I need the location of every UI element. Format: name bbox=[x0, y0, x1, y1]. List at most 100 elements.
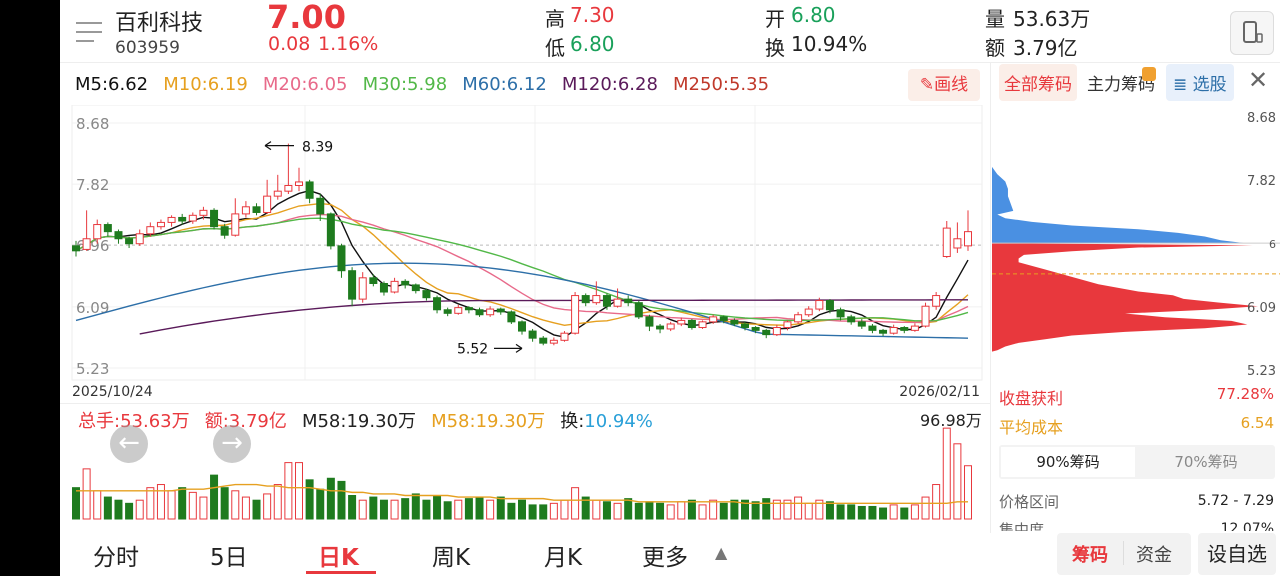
volume-bar bbox=[921, 496, 930, 520]
candle-body bbox=[624, 298, 633, 304]
candle-body bbox=[114, 231, 123, 240]
tab-week-k[interactable]: 周K bbox=[432, 545, 471, 571]
volume-bar bbox=[241, 496, 250, 520]
add-watchlist-button[interactable]: 设自选 bbox=[1198, 533, 1276, 575]
volume-bar bbox=[783, 499, 792, 520]
current-price: 7.00 bbox=[267, 0, 346, 36]
candle-body bbox=[666, 323, 675, 330]
candle-body bbox=[613, 298, 622, 307]
candle-body bbox=[295, 181, 303, 186]
volume-bar bbox=[571, 487, 580, 520]
volume-label: 量 bbox=[985, 7, 1005, 31]
candle-body bbox=[82, 238, 91, 250]
ma5-label: M5:6.62 bbox=[75, 74, 149, 95]
volume-bar bbox=[741, 499, 749, 520]
candle-body bbox=[751, 327, 760, 331]
volume-bar bbox=[390, 499, 399, 520]
select-stock-button[interactable]: ≣ 选股 bbox=[1166, 64, 1234, 101]
avg-cost-value: 6.54 bbox=[1240, 414, 1274, 432]
scroll-right-button[interactable]: → bbox=[213, 425, 251, 463]
volume-bar bbox=[305, 479, 314, 520]
candle-body bbox=[709, 316, 718, 323]
volume-bar bbox=[486, 499, 495, 520]
ma250-label: M250:5.35 bbox=[673, 74, 770, 95]
volume-bar bbox=[337, 480, 346, 520]
segment-90[interactable]: 90%筹码 bbox=[1001, 447, 1135, 477]
volume-bar bbox=[879, 507, 888, 520]
low-value: 6.80 bbox=[570, 32, 615, 56]
scroll-left-button[interactable]: ← bbox=[110, 425, 148, 463]
volume-bar bbox=[772, 499, 781, 520]
caret-up-icon[interactable]: ▲ bbox=[715, 543, 728, 562]
candle-body bbox=[273, 190, 282, 197]
volume-chart[interactable] bbox=[60, 425, 990, 525]
candle-body bbox=[348, 270, 357, 300]
volume-bar bbox=[231, 490, 240, 520]
arrow-right-icon: → bbox=[221, 428, 243, 458]
tab-fenshi[interactable]: 分时 bbox=[93, 545, 139, 571]
candle-body bbox=[464, 307, 473, 311]
volume-bar bbox=[210, 474, 219, 520]
turnover-value: 10.94% bbox=[791, 32, 868, 56]
candle-body bbox=[220, 226, 229, 236]
volume-bar bbox=[677, 501, 686, 520]
device-toggle-button[interactable] bbox=[1230, 11, 1274, 55]
volume-ma-line bbox=[76, 483, 968, 505]
close-icon[interactable]: ✕ bbox=[1248, 66, 1269, 94]
profit-label: 收盘获利 bbox=[999, 389, 1064, 408]
tab-five-day[interactable]: 5日 bbox=[210, 545, 248, 571]
volume-bar bbox=[167, 490, 176, 520]
volume-bar bbox=[411, 493, 420, 520]
tab-more[interactable]: 更多 bbox=[642, 545, 688, 571]
high-annotation: 8.39 bbox=[302, 140, 333, 156]
volume-bar bbox=[528, 504, 537, 520]
volume-bar bbox=[475, 496, 484, 520]
segment-70[interactable]: 70%筹码 bbox=[1174, 453, 1238, 471]
volume-bar bbox=[666, 504, 675, 520]
volume-bar bbox=[730, 499, 739, 520]
chip-area-loss bbox=[992, 243, 1258, 352]
candle-body bbox=[645, 316, 654, 327]
chips-button[interactable]: 筹码 bbox=[1072, 545, 1108, 566]
volume-bar bbox=[422, 499, 431, 520]
tab-day-k[interactable]: 日K bbox=[318, 545, 359, 571]
volume-bar bbox=[602, 501, 611, 520]
volume-bar bbox=[496, 496, 505, 520]
header-divider bbox=[60, 62, 1280, 63]
ma60-label: M60:6.12 bbox=[462, 74, 547, 95]
candle-body bbox=[507, 311, 516, 323]
volume-bar bbox=[560, 499, 569, 520]
volume-bar bbox=[156, 484, 165, 520]
ma5-line bbox=[75, 189, 969, 338]
volume-bar bbox=[857, 505, 866, 520]
menu-icon[interactable] bbox=[76, 20, 104, 44]
low-label: 低 bbox=[545, 36, 565, 60]
volume-bar bbox=[443, 501, 452, 520]
candle-body bbox=[390, 280, 399, 293]
draw-line-button[interactable]: ✎画线 bbox=[908, 69, 980, 101]
candle-body bbox=[178, 216, 187, 222]
bottom-divider bbox=[1123, 541, 1124, 565]
high-value: 7.30 bbox=[570, 3, 615, 27]
volume-bar bbox=[295, 462, 303, 520]
tab-all-chips[interactable]: 全部筹码 bbox=[999, 64, 1077, 101]
funds-button[interactable]: 资金 bbox=[1136, 545, 1172, 566]
candle-body bbox=[581, 295, 590, 304]
tab-month-k[interactable]: 月K bbox=[544, 545, 583, 571]
volume-bar bbox=[369, 496, 378, 520]
candle-body bbox=[125, 238, 134, 245]
candlestick-chart[interactable]: 8.68 7.82 6.96 6.09 5.23 2025/10/24 2026/02/11… bbox=[60, 105, 990, 405]
volume-bar bbox=[146, 487, 155, 520]
volume-bar bbox=[401, 498, 410, 520]
arrow-left-icon: ← bbox=[118, 428, 140, 458]
ma30-label: M30:5.98 bbox=[362, 74, 448, 95]
tab-main-chips[interactable]: 主力筹码 bbox=[1087, 75, 1155, 95]
open-value: 6.80 bbox=[791, 3, 836, 27]
volume-bar bbox=[624, 498, 633, 520]
candle-body bbox=[783, 321, 792, 329]
pencil-icon: ✎ bbox=[919, 75, 935, 95]
candle-body bbox=[677, 319, 686, 325]
candle-body bbox=[518, 321, 526, 332]
candle-body bbox=[326, 213, 335, 247]
volume-bar bbox=[592, 499, 601, 520]
